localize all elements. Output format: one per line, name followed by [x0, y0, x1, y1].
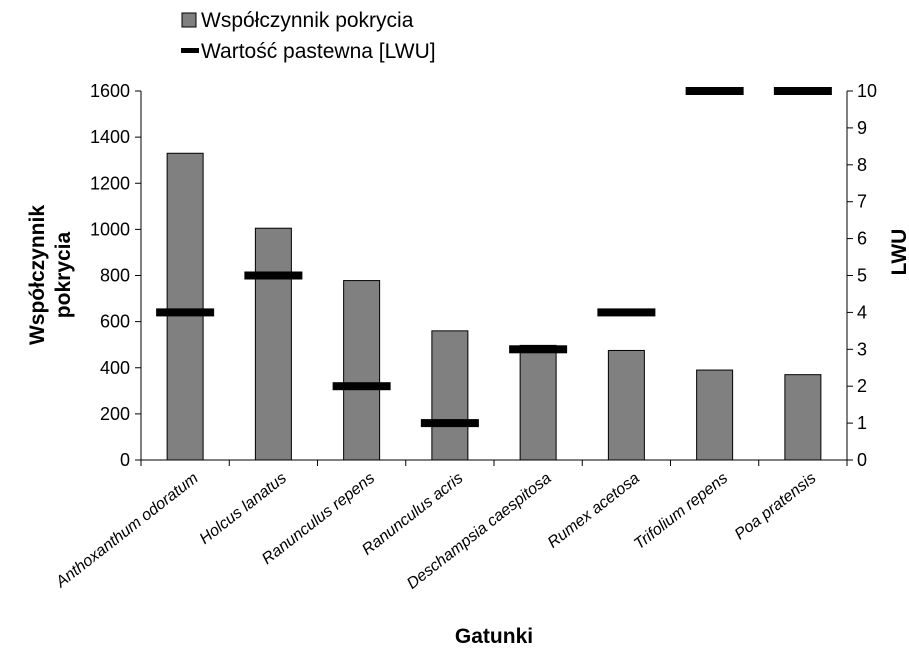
y2-tick-label: 6: [857, 229, 867, 249]
legend-label-bars: Współczynnik pokrycia: [201, 9, 414, 32]
x-axis-title: Gatunki: [455, 625, 533, 648]
y2-tick-label: 0: [857, 450, 867, 470]
y-tick-label: 1200: [90, 173, 130, 193]
y-tick-label: 800: [100, 266, 130, 286]
bar: [784, 374, 822, 461]
y2-tick-label: 5: [857, 266, 867, 286]
y-tick-label: 400: [100, 358, 130, 378]
lwu-marker: [773, 87, 832, 95]
category-label: Holcus lanatus: [197, 470, 290, 548]
y2-tick-label: 2: [857, 376, 867, 396]
bar: [343, 280, 381, 461]
lwu-marker: [597, 308, 656, 317]
y2-tick-label: 8: [857, 155, 867, 175]
category-label: Rumex acetosa: [545, 470, 643, 552]
lwu-marker: [420, 419, 479, 428]
lwu-marker: [156, 308, 215, 317]
lwu-marker: [509, 345, 568, 354]
y2-tick-label: 7: [857, 192, 867, 212]
y-tick-label: 1000: [90, 219, 130, 239]
y-axis-title-line1: Współczynnik: [26, 205, 49, 345]
y-tick-label: 1600: [90, 81, 130, 101]
bar: [166, 152, 204, 461]
legend: Współczynnik pokrycia Wartość pastewna […: [181, 9, 436, 63]
lwu-marker: [685, 87, 744, 95]
legend-marker-swatch: [181, 48, 199, 53]
y-tick-label: 600: [100, 312, 130, 332]
bar: [254, 227, 292, 461]
y2-tick-label: 3: [857, 339, 867, 359]
y2-tick-label: 4: [857, 302, 867, 322]
legend-label-markers: Wartość pastewna [LWU]: [201, 40, 436, 63]
bar: [431, 330, 469, 461]
y-axis-title-line2: pokrycia: [52, 231, 75, 318]
plot-area: 0 200 400 600 800 1000 1200 1400 1600 0 1 2 3 4 5 6 7 8 9 1…: [52, 81, 877, 593]
bar: [519, 344, 557, 461]
y-tick-label: 200: [100, 404, 130, 424]
category-label: Trifolium repens: [631, 470, 731, 553]
y2-tick-label: 9: [857, 118, 867, 138]
lwu-marker: [332, 382, 391, 391]
category-label: Anthoxanthum odoratum: [52, 470, 201, 592]
left-axis-title: Współczynnik pokrycia: [26, 205, 75, 345]
y2-axis-title: LWU: [888, 229, 909, 276]
y2-tick-label: 1: [857, 413, 867, 433]
y-tick-label: 1400: [90, 127, 130, 147]
y2-tick-label: 10: [857, 81, 877, 101]
y-tick-label: 0: [120, 450, 130, 470]
bar: [607, 349, 645, 461]
category-label: Deschampsia caespitosa: [404, 470, 555, 593]
legend-bar-swatch: [181, 12, 197, 28]
bar: [696, 369, 734, 461]
category-label: Poa pratensis: [732, 470, 820, 544]
lwu-marker: [244, 271, 303, 280]
